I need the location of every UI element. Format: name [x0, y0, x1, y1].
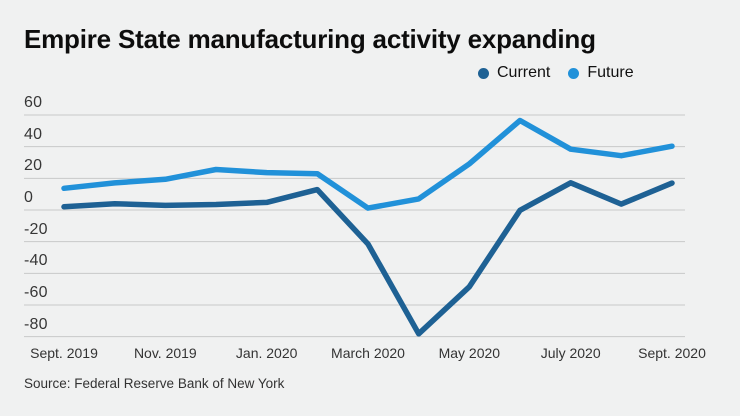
x-axis-tick-label: Sept. 2019	[30, 345, 98, 361]
chart-title: Empire State manufacturing activity expa…	[24, 24, 596, 54]
source-attribution: Source: Federal Reserve Bank of New York	[24, 376, 285, 391]
x-axis-tick-label: July 2020	[540, 345, 601, 361]
x-axis-tick-label: Jan. 2020	[235, 345, 298, 361]
y-axis-tick-label: -40	[24, 252, 48, 270]
y-axis-tick-label: -80	[24, 315, 48, 333]
x-axis-tick-label: March 2020	[331, 345, 405, 361]
legend-item-current: Current	[478, 64, 550, 82]
future-series-dot-icon	[568, 67, 580, 79]
legend-label-future: Future	[587, 64, 634, 81]
legend: Current Future	[478, 64, 634, 82]
x-axis-tick-label: Sept. 2020	[638, 345, 706, 361]
x-axis-tick-label: Nov. 2019	[133, 345, 197, 361]
series-line-current	[61, 180, 675, 337]
y-axis-tick-label: -60	[24, 283, 48, 301]
y-axis-tick-label: 0	[24, 189, 34, 206]
legend-label-current: Current	[497, 64, 551, 81]
current-series-dot-icon	[478, 67, 489, 79]
x-axis-tick-label: May 2020	[438, 345, 501, 361]
y-axis-tick-label: 60	[24, 94, 43, 111]
legend-item-future: Future	[568, 64, 634, 82]
y-axis-tick-label: -20	[24, 220, 48, 238]
y-axis-tick-label: 40	[24, 125, 43, 143]
series-line-future	[61, 117, 675, 211]
y-axis-tick-label: 20	[24, 157, 43, 175]
